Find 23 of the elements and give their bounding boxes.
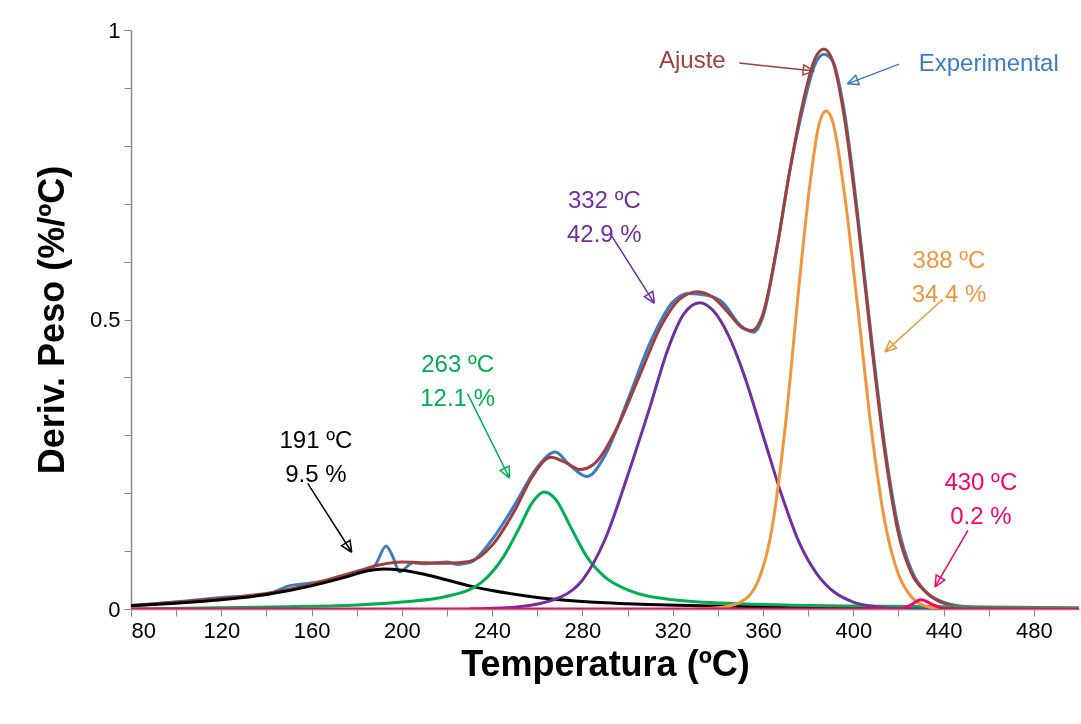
y-axis-title: Deriv. Peso (%/ºC): [30, 165, 72, 475]
x-tick-label: 80: [131, 617, 156, 643]
legend-label: Experimental: [918, 49, 1059, 77]
y-tick-label: 0.5: [89, 307, 121, 332]
text: 430 ºC 0.2 %: [944, 468, 1018, 530]
y-tick-label: 0: [108, 596, 121, 622]
x-tick-label: 280: [564, 617, 602, 643]
text: Ajuste: [659, 45, 726, 73]
y-tick-label: 1: [108, 17, 121, 43]
text: 332 ºC 42.9 %: [566, 185, 642, 247]
x-tick-label: 160: [293, 617, 331, 643]
x-tick-label: 200: [384, 617, 421, 643]
x-tick-label: 400: [835, 617, 873, 643]
x-tick-label: 440: [925, 617, 963, 643]
text: 191 ºC 9.5 %: [279, 426, 353, 488]
x-axis-title: Temperatura (ºC): [461, 642, 750, 684]
x-tick-label: 360: [745, 617, 782, 643]
text: 263 ºC 12.1 %: [420, 350, 495, 412]
text: 388 ºC 34.4 %: [911, 246, 987, 308]
x-tick-label: 480: [1016, 617, 1053, 643]
x-tick-label: 120: [203, 617, 241, 643]
x-tick-label: 240: [474, 617, 511, 643]
x-tick-label: 320: [654, 617, 692, 643]
